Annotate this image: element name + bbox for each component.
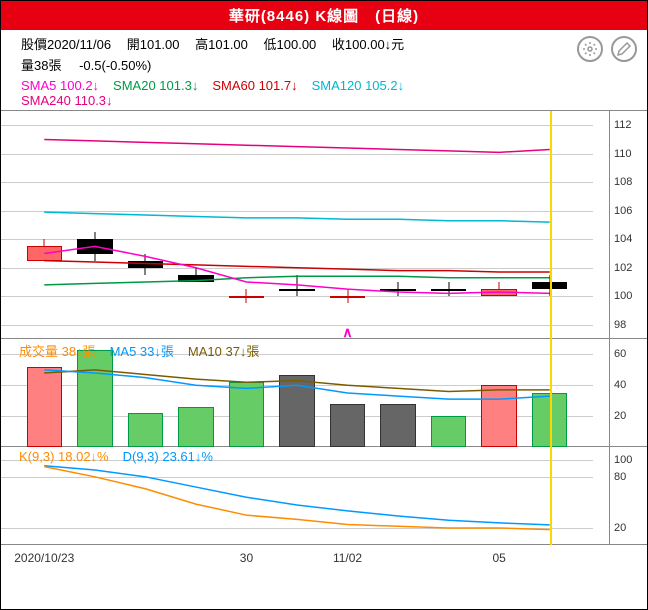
candle[interactable] xyxy=(229,111,264,339)
vol-legend-ma5: MA5 33↓張 xyxy=(110,344,174,359)
kd-panel[interactable]: 20 80 100 K(9,3) 18.02↓% D(9,3) 23.61↓% xyxy=(1,447,647,545)
settings-icon[interactable] xyxy=(577,36,603,62)
sma240-legend: SMA240 110.3↓ xyxy=(21,93,113,108)
volume-bar[interactable] xyxy=(27,367,62,447)
x-tick: 05 xyxy=(492,551,505,565)
candle[interactable] xyxy=(279,111,314,339)
y-tick: 20 xyxy=(614,410,626,422)
y-tick: 106 xyxy=(614,205,632,217)
y-tick: 20 xyxy=(614,522,626,534)
chart-title: 華研(8446) K線圖 (日線) xyxy=(1,1,647,30)
sma60-legend: SMA60 101.7↓ xyxy=(212,78,297,93)
sma120-legend: SMA120 105.2↓ xyxy=(312,78,405,93)
close-value: 收100.00↓元 xyxy=(332,37,404,52)
y-tick: 100 xyxy=(614,290,632,302)
change-value: -0.5(-0.50%) xyxy=(79,58,151,73)
x-tick: 11/02 xyxy=(333,551,362,565)
candle[interactable] xyxy=(330,111,365,339)
volume-value: 量38張 xyxy=(21,58,61,73)
kd-legend-d: D(9,3) 23.61↓% xyxy=(123,449,213,464)
candle[interactable] xyxy=(380,111,415,339)
candle[interactable] xyxy=(77,111,112,339)
x-axis: 2020/10/23 30 11/02 05 xyxy=(1,545,647,573)
date-label: 股價2020/11/06 xyxy=(21,37,111,52)
candle[interactable] xyxy=(481,111,516,339)
y-tick: 40 xyxy=(614,379,626,391)
y-tick: 110 xyxy=(614,148,632,160)
y-tick: 108 xyxy=(614,176,632,188)
high-value: 高101.00 xyxy=(195,37,248,52)
volume-bar[interactable] xyxy=(77,350,112,447)
y-tick: 60 xyxy=(614,348,626,360)
y-tick: 104 xyxy=(614,233,632,245)
vol-legend-vol: 成交量 38↓張 xyxy=(19,344,96,359)
volume-bar[interactable] xyxy=(330,404,365,447)
volume-bar[interactable] xyxy=(229,382,264,447)
y-tick: 98 xyxy=(614,319,626,331)
y-tick: 80 xyxy=(614,471,626,483)
x-tick: 2020/10/23 xyxy=(14,551,74,565)
y-tick: 112 xyxy=(614,119,632,131)
candle[interactable] xyxy=(431,111,466,339)
x-tick: 30 xyxy=(240,551,253,565)
chart-area: ∧98100102104106108110112 204060成交量 38↓張M… xyxy=(1,110,647,573)
chart-container: 華研(8446) K線圖 (日線) 股價2020/11/06 開101.00 高… xyxy=(0,0,648,610)
volume-bar[interactable] xyxy=(431,416,466,447)
candle[interactable] xyxy=(128,111,163,339)
low-value: 低100.00 xyxy=(264,37,317,52)
volume-bar[interactable] xyxy=(178,407,213,447)
open-value: 開101.00 xyxy=(127,37,180,52)
volume-bar[interactable] xyxy=(128,413,163,447)
volume-panel[interactable]: 20 40 60 成交量 38↓張 MA5 33↓張 MA10 37↓張 xyxy=(1,339,647,447)
volume-bar[interactable] xyxy=(380,404,415,447)
volume-bar[interactable] xyxy=(279,375,314,448)
candle[interactable] xyxy=(27,111,62,339)
sma20-legend: SMA20 101.3↓ xyxy=(113,78,198,93)
info-bar: 股價2020/11/06 開101.00 高101.00 低100.00 收10… xyxy=(1,30,647,76)
volume-bar[interactable] xyxy=(481,385,516,447)
edit-icon[interactable] xyxy=(611,36,637,62)
y-tick: 102 xyxy=(614,262,632,274)
kd-legend-k: K(9,3) 18.02↓% xyxy=(19,449,109,464)
y-tick: 100 xyxy=(614,454,632,466)
candle[interactable] xyxy=(178,111,213,339)
vol-legend-ma10: MA10 37↓張 xyxy=(188,344,260,359)
sma5-legend: SMA5 100.2↓ xyxy=(21,78,99,93)
price-panel[interactable]: ∧98100102104106108110112 xyxy=(1,111,647,339)
sma-legend: SMA5 100.2↓ SMA20 101.3↓ SMA60 101.7↓ SMA12… xyxy=(1,76,647,110)
